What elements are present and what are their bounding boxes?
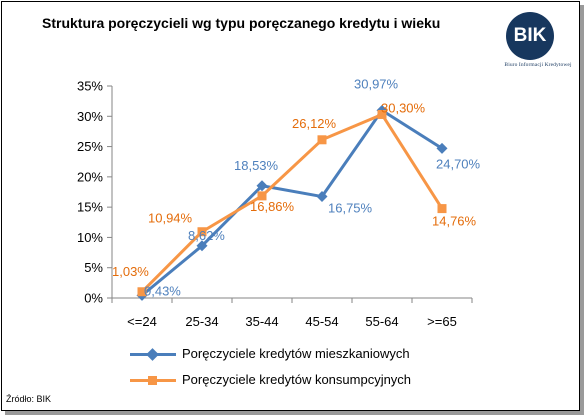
y-tick-label: 0% (84, 291, 103, 306)
bik-logo: BIK Biuro Informacji Kredytowej (498, 10, 578, 74)
x-tick-label: >=65 (427, 314, 457, 329)
point-series2 (137, 287, 147, 297)
legend-diamond-marker (146, 348, 159, 361)
legend-square-marker (148, 376, 157, 385)
y-tick-label: 35% (77, 79, 103, 94)
data-label-series1: 16,75% (328, 201, 373, 216)
data-label-series2: 1,03% (112, 264, 149, 279)
data-label-series1: 24,70% (436, 156, 481, 171)
point-series1 (436, 142, 448, 154)
point-series2 (377, 109, 387, 119)
source-note: Źródło: BIK (6, 394, 52, 404)
chart-frame: Struktura poręczycieli wg typu poręczane… (1, 1, 580, 411)
logo-circle (506, 12, 554, 60)
x-tick-label: <=24 (127, 314, 157, 329)
logo-subtitle: Biuro Informacji Kredytowej (504, 62, 572, 68)
logo-text: BIK (513, 25, 547, 46)
data-label-series2: 16,86% (250, 199, 295, 214)
data-label-series2: 10,94% (148, 211, 193, 226)
point-series1 (196, 240, 208, 252)
data-label-series1: 18,53% (234, 158, 279, 173)
data-label-series2: 30,30% (381, 100, 426, 115)
series-line-1 (141, 108, 443, 297)
y-tick-label: 10% (77, 230, 103, 245)
y-tick-label: 30% (77, 109, 103, 124)
y-tick-label: 20% (77, 169, 103, 184)
point-series2 (257, 191, 267, 201)
y-tick-label: 15% (77, 200, 103, 215)
chart-title: Struktura poręczycieli wg typu poręczane… (42, 15, 441, 31)
x-tick-label: 25-34 (185, 314, 218, 329)
legend-label-series2: Poręczyciele kredytów konsumpcyjnych (182, 372, 412, 387)
data-label-series2: 26,12% (292, 116, 337, 131)
point-series1 (316, 191, 328, 203)
data-label-series1: 0,43% (144, 283, 181, 298)
x-tick-label: 45-54 (305, 314, 338, 329)
point-series1 (256, 180, 268, 192)
point-series2 (437, 204, 447, 214)
point-series2 (197, 227, 207, 237)
data-label-series2: 14,76% (432, 214, 477, 229)
data-label-series1: 8,62% (188, 228, 225, 243)
data-label-series1: 30,97% (354, 76, 399, 91)
x-tick-label: 55-64 (365, 314, 398, 329)
series-line-2 (140, 112, 444, 293)
point-series2 (317, 135, 327, 145)
x-tick-label: 35-44 (245, 314, 278, 329)
line-chart: 0% 5% 10% 15% 20% 25% 30% 35% <=24 25-34 35-44 45-5… (77, 76, 481, 329)
y-tick-label: 25% (77, 139, 103, 154)
legend-label-series1: Poręczyciele kredytów mieszkaniowych (182, 346, 410, 361)
y-tick-label: 5% (84, 260, 103, 275)
